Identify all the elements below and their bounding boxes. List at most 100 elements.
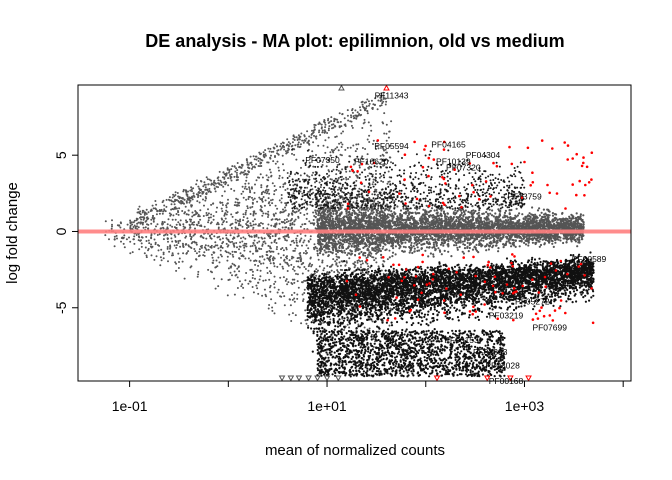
data-point xyxy=(341,113,344,116)
data-point xyxy=(315,135,318,138)
data-point xyxy=(183,202,185,205)
data-point xyxy=(242,196,245,199)
data-point xyxy=(232,242,235,245)
data-point xyxy=(296,280,299,283)
data-point xyxy=(351,109,353,112)
data-point xyxy=(236,174,238,176)
data-point xyxy=(295,244,298,247)
data-point xyxy=(274,302,277,305)
data-point xyxy=(277,166,280,169)
data-point xyxy=(255,234,258,236)
data-point xyxy=(261,244,264,247)
data-point xyxy=(301,192,304,195)
data-point xyxy=(381,121,384,124)
data-point xyxy=(369,124,372,127)
data-point xyxy=(289,243,292,246)
data-point xyxy=(138,248,141,251)
data-point xyxy=(356,261,359,264)
data-point xyxy=(467,250,470,253)
data-point xyxy=(140,218,143,221)
data-point xyxy=(162,257,165,260)
data-point xyxy=(292,192,295,195)
data-point xyxy=(142,218,145,221)
data-point xyxy=(361,262,364,265)
data-point xyxy=(377,330,380,333)
data-point xyxy=(266,266,269,269)
data-point xyxy=(462,243,465,246)
data-point xyxy=(313,177,315,180)
data-point xyxy=(349,146,352,149)
data-point xyxy=(241,164,244,166)
data-point xyxy=(361,147,364,149)
data-point xyxy=(310,136,313,139)
data-point xyxy=(406,209,409,212)
data-point xyxy=(264,199,267,202)
data-point xyxy=(332,168,335,171)
data-point xyxy=(281,176,284,179)
data-point xyxy=(581,238,584,241)
data-point xyxy=(197,220,200,223)
data-point xyxy=(240,237,242,240)
data-point xyxy=(249,213,252,215)
data-point xyxy=(232,237,234,240)
data-point xyxy=(230,223,233,226)
data-point xyxy=(313,128,316,131)
data-point xyxy=(341,143,344,146)
data-point xyxy=(279,263,282,266)
data-point xyxy=(390,210,393,213)
data-point xyxy=(249,155,252,158)
data-point xyxy=(150,254,153,257)
data-point xyxy=(230,213,233,216)
data-point xyxy=(559,239,562,242)
data-point xyxy=(275,242,278,244)
data-point xyxy=(220,278,223,281)
data-point xyxy=(321,259,324,262)
data-point xyxy=(338,244,342,247)
data-point xyxy=(354,254,357,257)
data-point xyxy=(317,269,319,272)
data-point xyxy=(273,193,276,196)
data-point xyxy=(365,105,368,108)
data-point xyxy=(277,252,280,255)
data-point xyxy=(221,237,224,240)
data-point xyxy=(201,190,204,193)
data-point xyxy=(335,173,338,176)
data-point xyxy=(410,215,413,218)
data-point xyxy=(237,265,240,268)
data-point xyxy=(364,211,367,214)
data-point xyxy=(297,260,300,263)
data-point xyxy=(276,207,279,210)
data-point xyxy=(177,252,180,255)
data-point xyxy=(257,157,260,160)
data-point xyxy=(211,261,214,264)
data-point xyxy=(253,158,256,161)
data-point xyxy=(415,243,418,247)
data-point xyxy=(290,145,293,148)
data-point xyxy=(328,187,331,190)
data-point xyxy=(225,234,228,237)
data-point xyxy=(381,263,384,266)
data-point xyxy=(212,251,215,254)
data-point xyxy=(136,222,139,225)
data-point xyxy=(237,202,240,204)
data-point xyxy=(575,212,578,215)
data-point xyxy=(366,110,369,113)
data-point xyxy=(562,241,565,245)
data-point xyxy=(202,254,205,257)
data-point xyxy=(273,147,276,150)
data-point xyxy=(285,226,288,229)
data-point xyxy=(182,245,185,248)
data-point xyxy=(154,200,157,202)
data-point xyxy=(365,107,367,110)
data-point xyxy=(258,151,261,154)
data-point xyxy=(191,211,194,214)
data-point xyxy=(245,198,248,201)
data-point xyxy=(464,221,467,224)
data-point xyxy=(361,127,364,129)
data-point xyxy=(289,142,292,145)
data-point xyxy=(271,182,274,185)
data-point xyxy=(238,248,240,251)
data-point xyxy=(393,200,396,203)
data-point xyxy=(287,148,290,151)
data-point xyxy=(223,214,226,217)
